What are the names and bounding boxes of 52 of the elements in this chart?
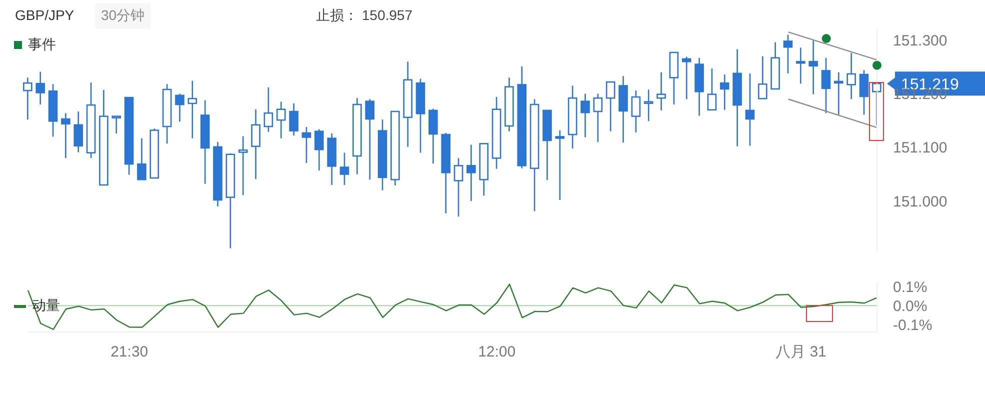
candlestick [796, 46, 806, 84]
candlestick [137, 138, 146, 180]
candlestick [74, 110, 83, 153]
candlestick [580, 93, 590, 138]
y-tick-label: 151.300 [893, 32, 948, 50]
candlestick [834, 72, 844, 116]
candlestick [175, 93, 184, 122]
candlestick [606, 81, 616, 132]
line-series [27, 284, 878, 330]
candlestick [365, 98, 374, 180]
candlestick [707, 68, 717, 111]
candlestick [264, 86, 274, 132]
candlestick [555, 130, 565, 201]
candlestick [466, 144, 476, 202]
candlestick [846, 52, 856, 100]
text: 止损： 150.957 [316, 7, 412, 25]
candlestick [340, 152, 350, 186]
y-tick-label: 151.100 [893, 140, 948, 157]
candlestick [289, 102, 298, 136]
candlestick [859, 70, 869, 116]
legend-label: 事件 [28, 36, 56, 54]
candlestick [783, 34, 793, 74]
candlestick [808, 40, 818, 95]
candlestick [593, 93, 603, 143]
x-tick-label: 12:00 [478, 344, 516, 361]
candlestick [23, 77, 32, 120]
candlestick [251, 108, 260, 180]
candlestick [112, 116, 122, 134]
chart-title: GBP/JPY [15, 7, 74, 23]
candlestick [238, 135, 248, 196]
candlestick [656, 72, 666, 112]
candlestick [454, 157, 464, 218]
candlestick [302, 126, 312, 164]
candlestick [631, 90, 641, 134]
candlestick [188, 80, 198, 139]
candlestick [61, 112, 70, 159]
candlestick [821, 57, 831, 114]
candlestick [758, 56, 768, 100]
y-tick-label: 0.1% [893, 279, 928, 296]
y-tick-label: 151.000 [893, 193, 948, 210]
chart-subtitle: 30分钟 [95, 3, 151, 29]
y-tick-label: -0.1% [893, 316, 932, 334]
y-tick-label: 0.0% [893, 298, 928, 315]
candlestick [745, 72, 755, 146]
candlestick [644, 88, 654, 122]
candlestick [314, 128, 324, 172]
candlestick [276, 101, 286, 139]
candlestick [428, 108, 438, 164]
candlestick [720, 74, 730, 111]
candlestick [36, 71, 45, 106]
x-tick-label: 八月 31 [776, 344, 826, 361]
x-tick-label: 21:30 [110, 344, 148, 361]
